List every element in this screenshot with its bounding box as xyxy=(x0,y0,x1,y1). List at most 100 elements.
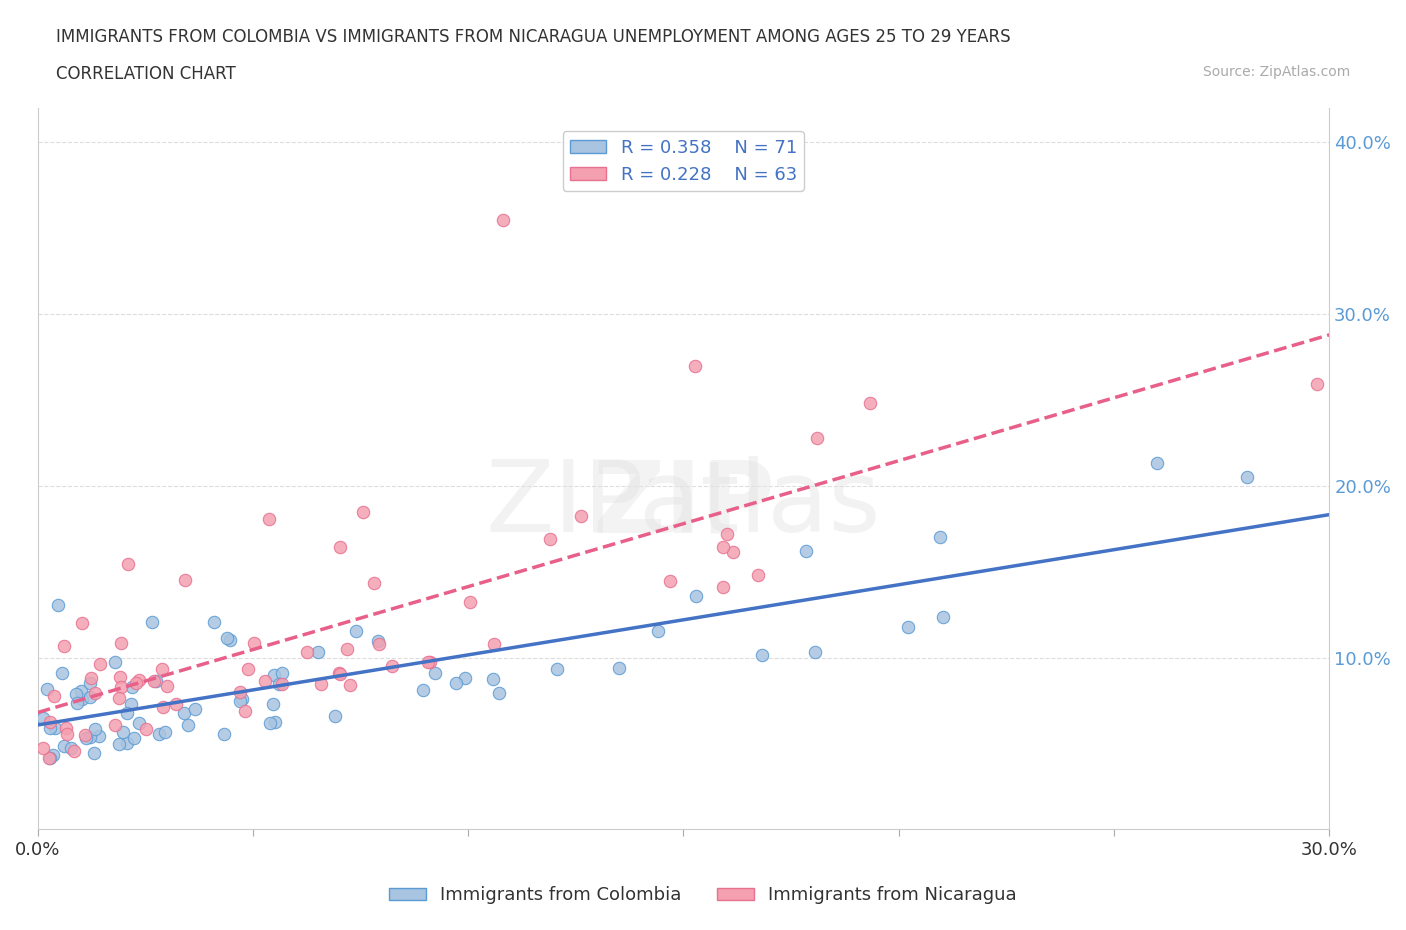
Point xyxy=(75,730,97,745)
Point xyxy=(569,509,592,524)
Text: ZIP: ZIP xyxy=(592,457,775,553)
Point xyxy=(412,683,434,698)
Point xyxy=(46,597,69,612)
Point xyxy=(659,573,682,588)
Point xyxy=(70,691,93,706)
Point xyxy=(1236,470,1258,485)
Point xyxy=(32,711,55,725)
Point xyxy=(804,644,827,659)
Point xyxy=(259,716,281,731)
Point xyxy=(339,677,361,692)
Point xyxy=(263,668,285,683)
Point xyxy=(218,632,240,647)
Point xyxy=(176,718,198,733)
Point xyxy=(685,588,707,603)
Point xyxy=(156,679,179,694)
Point xyxy=(122,731,145,746)
Point xyxy=(721,545,744,560)
Point xyxy=(1146,456,1168,471)
Point xyxy=(271,666,294,681)
Point xyxy=(42,748,65,763)
Point xyxy=(35,681,58,696)
Point xyxy=(110,679,132,694)
Point xyxy=(72,616,94,631)
Point xyxy=(295,644,318,659)
Point xyxy=(492,212,515,227)
Point xyxy=(647,624,669,639)
Point xyxy=(423,666,446,681)
Point xyxy=(31,741,53,756)
Point xyxy=(117,556,139,571)
Point xyxy=(55,721,77,736)
Point xyxy=(307,644,329,659)
Point xyxy=(609,661,631,676)
Point xyxy=(39,714,62,729)
Point xyxy=(711,540,734,555)
Point xyxy=(229,684,252,699)
Point xyxy=(794,544,817,559)
Point xyxy=(115,736,138,751)
Point xyxy=(110,670,132,684)
Point xyxy=(66,696,89,711)
Point xyxy=(711,579,734,594)
Point xyxy=(73,728,96,743)
Point xyxy=(262,697,284,711)
Point xyxy=(104,655,127,670)
Point xyxy=(65,686,87,701)
Point xyxy=(83,745,105,760)
Point xyxy=(108,690,131,705)
Point xyxy=(344,623,367,638)
Point xyxy=(104,718,127,733)
Point xyxy=(897,619,920,634)
Point xyxy=(79,729,101,744)
Point xyxy=(125,675,148,690)
Point xyxy=(145,673,167,688)
Point xyxy=(148,727,170,742)
Point xyxy=(70,684,93,698)
Point xyxy=(56,726,79,741)
Point xyxy=(121,680,143,695)
Point xyxy=(458,594,481,609)
Point xyxy=(212,726,235,741)
Point xyxy=(546,661,568,676)
Point xyxy=(39,751,62,765)
Point xyxy=(153,724,176,739)
Point xyxy=(84,686,107,701)
Point xyxy=(858,395,880,410)
Point xyxy=(63,744,86,759)
Point xyxy=(79,690,101,705)
Point xyxy=(111,724,134,739)
Point xyxy=(229,694,252,709)
Point xyxy=(80,671,103,685)
Point xyxy=(329,667,352,682)
Point xyxy=(482,636,505,651)
Point xyxy=(328,665,350,680)
Point xyxy=(44,721,66,736)
Text: ZIPatlas: ZIPatlas xyxy=(485,457,882,553)
Point xyxy=(931,610,953,625)
Point xyxy=(751,647,773,662)
Point xyxy=(488,686,510,701)
Point xyxy=(128,716,150,731)
Point xyxy=(716,526,738,541)
Point xyxy=(79,675,101,690)
Point xyxy=(806,431,828,445)
Point xyxy=(115,706,138,721)
Point xyxy=(257,512,280,526)
Point xyxy=(108,737,131,751)
Legend: Immigrants from Colombia, Immigrants from Nicaragua: Immigrants from Colombia, Immigrants fro… xyxy=(382,879,1024,911)
Point xyxy=(363,576,385,591)
Point xyxy=(202,615,225,630)
Point xyxy=(329,539,352,554)
Point xyxy=(110,635,132,650)
Point xyxy=(683,358,706,373)
Point xyxy=(309,676,332,691)
Point xyxy=(264,715,287,730)
Point xyxy=(60,741,83,756)
Point xyxy=(120,697,142,711)
Point xyxy=(89,657,111,671)
Point xyxy=(269,676,291,691)
Point xyxy=(270,677,292,692)
Point xyxy=(51,665,73,680)
Point xyxy=(53,738,76,753)
